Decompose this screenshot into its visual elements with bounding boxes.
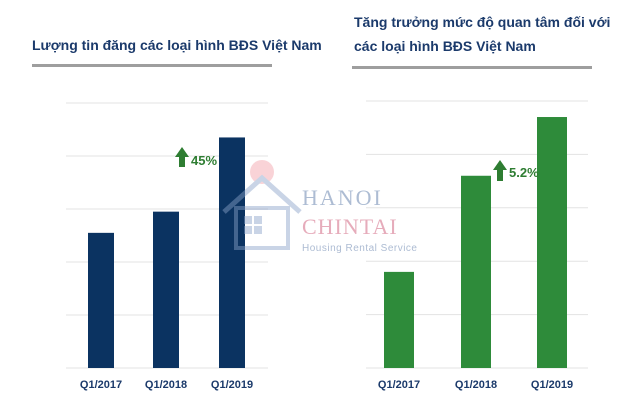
bar-q1-2017 — [384, 271, 414, 368]
bar-q1-2019 — [219, 137, 245, 368]
chart-right-growth-label: 5.2% — [509, 165, 539, 180]
chart-left-x-ticks: Q1/2017 Q1/2018 Q1/2019 — [80, 379, 253, 391]
chart-right-x-ticks: Q1/2017 Q1/2018 Q1/2019 — [378, 379, 573, 391]
chart-left-growth-annotation: 45% — [175, 147, 217, 168]
chart-left-growth-label: 45% — [191, 153, 217, 168]
watermark: HANOI CHINTAI Housing Rental Service — [222, 160, 418, 254]
x-tick-label: Q1/2017 — [378, 379, 420, 391]
x-tick-label: Q1/2019 — [531, 379, 573, 391]
x-tick-label: Q1/2017 — [80, 379, 122, 391]
bar-q1-2018 — [461, 175, 491, 368]
watermark-line-2: CHINTAI — [302, 214, 398, 239]
watermark-line-1: HANOI — [302, 185, 383, 210]
bar-q1-2017 — [88, 232, 114, 368]
chart-right-title-rule — [352, 66, 592, 69]
up-arrow-icon — [493, 160, 507, 181]
chart-left-title-rule — [32, 64, 272, 67]
chart-left: Lượng tin đăng các loại hình BĐS Việt Na… — [32, 37, 322, 391]
chart-left-title: Lượng tin đăng các loại hình BĐS Việt Na… — [32, 37, 322, 53]
watermark-tagline: Housing Rental Service — [302, 243, 418, 254]
x-tick-label: Q1/2018 — [145, 379, 187, 391]
chart-right-title-line-2: các loại hình BĐS Việt Nam — [354, 38, 536, 54]
bar-q1-2019 — [537, 117, 567, 369]
house-logo-icon — [222, 160, 302, 250]
chart-right-growth-annotation: 5.2% — [493, 160, 539, 181]
chart-left-bars — [88, 137, 245, 368]
chart-right-title-line-1: Tăng trưởng mức độ quan tâm đối với — [354, 14, 610, 30]
chart-right: Tăng trưởng mức độ quan tâm đối với các … — [352, 14, 610, 391]
x-tick-label: Q1/2018 — [455, 379, 497, 391]
chart-right-bars — [384, 117, 567, 369]
up-arrow-icon — [175, 147, 189, 167]
bar-q1-2018 — [153, 211, 179, 368]
x-tick-label: Q1/2019 — [211, 379, 253, 391]
